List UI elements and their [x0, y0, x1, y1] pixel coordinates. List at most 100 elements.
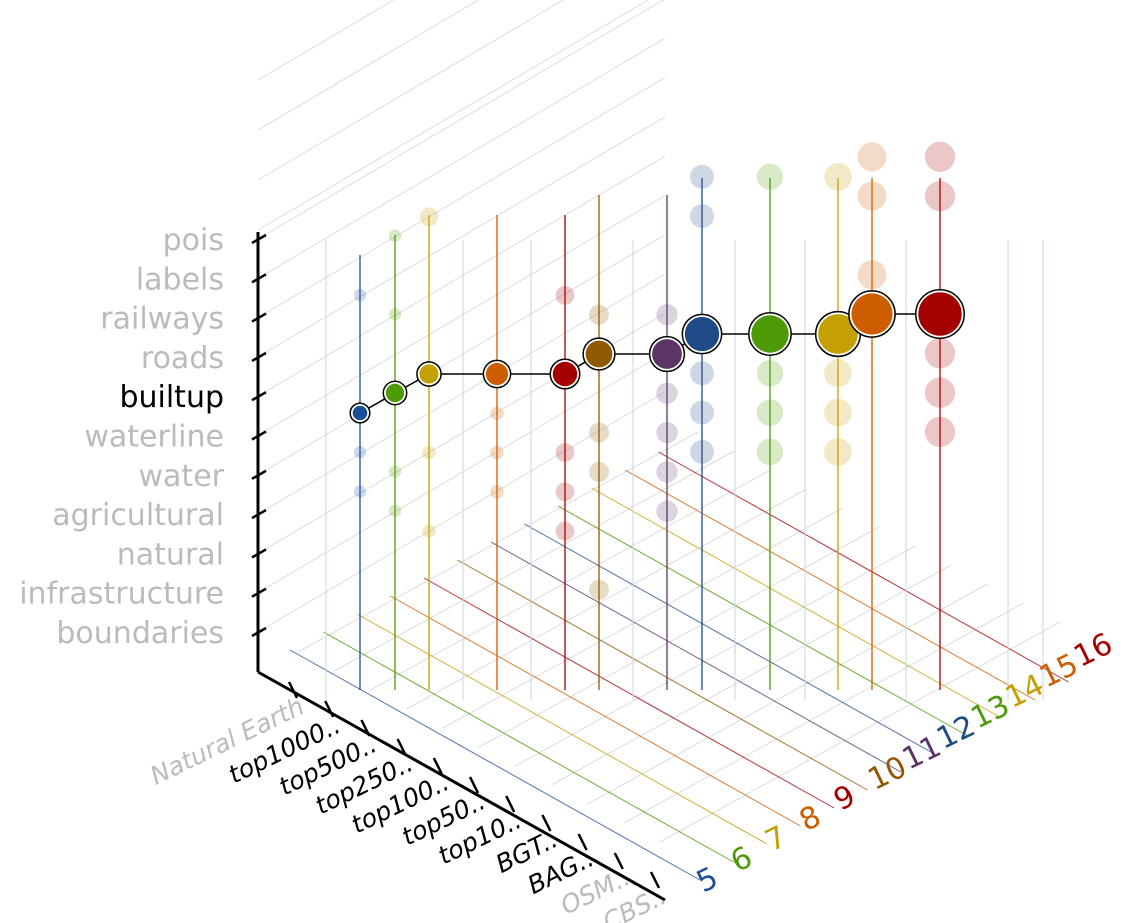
category-label-roads: roads: [141, 341, 224, 376]
zoom-depth-line-11: [490, 541, 902, 773]
grid-line-top: [257, 0, 480, 131]
bg-point-16-waterline: [924, 338, 956, 369]
bg-point-5-labels: [353, 288, 367, 302]
category-tick-waterline: [251, 430, 267, 441]
source-tick-cbs: [649, 871, 661, 889]
category-tick-pois: [251, 233, 267, 245]
zoom-label-6: 6: [725, 840, 758, 880]
bg-point-8-water: [490, 445, 504, 460]
floor-grid-line: [587, 583, 988, 805]
source-tick-top100: [432, 757, 443, 775]
source-tick-top1000: [324, 700, 335, 718]
bg-point-13-pois: [756, 163, 784, 191]
grid-line-pois: [257, 0, 665, 240]
zoom-depth-lines: [289, 451, 1069, 881]
highlight-marker-15: [851, 293, 893, 335]
source-tick-top50: [468, 776, 480, 794]
highlight-marker-11: [652, 339, 682, 369]
category-tick-roads: [251, 351, 267, 362]
bg-point-14-agricultural: [824, 438, 852, 466]
floor-grid-line: [370, 469, 771, 691]
source-tick-bag: [577, 833, 588, 851]
zoom-label-5: 5: [691, 860, 724, 900]
source-tick-natural-earth: [287, 681, 299, 699]
bg-point-12-labels: [690, 204, 714, 229]
bg-point-8-waterline: [490, 406, 504, 421]
source-tick-top10: [505, 795, 516, 813]
zoom-label-8: 8: [794, 799, 827, 839]
bg-point-14-waterline: [824, 359, 852, 388]
bg-point-10-roads: [588, 304, 610, 325]
highlight-marker-6: [385, 383, 405, 403]
bg-point-16-labels: [924, 180, 956, 212]
category-tick-builtup: [251, 391, 267, 402]
bg-point-5-waterline: [353, 446, 367, 459]
bg-point-8-agricultural: [490, 485, 504, 499]
bg-point-11-agricultural: [656, 461, 678, 483]
bg-point-6-railways: [388, 308, 402, 321]
highlight-marker-8: [485, 362, 509, 386]
zoom-depth-line-15: [624, 469, 1036, 701]
zoom-stems: [325, 178, 1044, 700]
source-tick-bgt: [541, 814, 552, 832]
floor-grid-line: [623, 602, 1025, 824]
zoom-depth-line-5: [289, 649, 701, 881]
source-tick-top500: [360, 719, 371, 737]
grid-line-top: [257, 0, 650, 231]
zoom-depth-line-7: [356, 613, 768, 845]
bg-point-7-pois: [419, 207, 439, 227]
bg-point-11-natural: [656, 500, 678, 522]
floor-grid-line: [333, 450, 735, 672]
zoom-depth-line-13: [557, 505, 969, 737]
bg-point-14-pois: [824, 162, 852, 191]
category-tick-natural: [251, 548, 267, 559]
category-label-railways: railways: [100, 302, 224, 337]
bg-point-9-natural: [555, 521, 575, 541]
bg-point-10-water: [588, 422, 610, 443]
bg-point-11-water: [656, 421, 678, 444]
floor-grid-line: [514, 545, 916, 767]
zoom-depth-line-16: [658, 451, 1069, 683]
grid-line-top: [257, 0, 395, 81]
source-axis: [257, 670, 666, 902]
highlight-marker-10: [585, 340, 613, 368]
bg-point-12-pois: [690, 164, 714, 189]
highlight-marker-16: [918, 292, 962, 336]
bg-point-12-waterline: [690, 361, 714, 386]
category-tick-labels: [251, 273, 267, 284]
bg-point-9-agricultural: [555, 482, 575, 502]
bg-point-13-waterline: [756, 360, 784, 387]
bg-point-15-roads: [857, 260, 887, 290]
zoom-label-9: 9: [828, 778, 861, 818]
bg-point-7-natural: [422, 524, 436, 539]
category-label-labels: labels: [136, 262, 224, 297]
category-tick-agricultural: [251, 509, 267, 520]
floor-grid-line: [478, 526, 880, 748]
source-tick-top250: [396, 738, 407, 756]
bg-point-9-railways: [555, 286, 575, 305]
floor-grid-line: [406, 488, 807, 710]
bg-point-14-water: [824, 398, 852, 427]
bg-point-15-pois: [857, 142, 887, 172]
grid-line-railways: [257, 77, 666, 319]
highlight-marker-9: [552, 361, 578, 387]
highlight-marker-14: [818, 314, 858, 354]
grid-line-labels: [257, 37, 666, 279]
category-tick-infrastructure: [251, 587, 267, 598]
bg-point-9-water: [555, 443, 575, 462]
category-tick-boundaries: [251, 626, 267, 638]
bg-point-16-pois: [924, 141, 956, 172]
highlight-marker-5: [352, 405, 368, 421]
bg-point-5-water: [353, 485, 367, 498]
category-label-builtup: builtup: [119, 380, 224, 415]
source-tick-osm: [613, 852, 624, 870]
floor-grid-line: [297, 431, 699, 653]
bg-point-7-water: [422, 445, 436, 460]
zoom-depth-line-10: [457, 559, 868, 791]
bg-point-11-waterline: [656, 382, 678, 404]
zoom-depth-line-8: [390, 595, 801, 827]
floor-grid-line: [551, 564, 952, 786]
bg-point-6-water: [388, 465, 402, 478]
category-tick-railways: [251, 312, 267, 323]
